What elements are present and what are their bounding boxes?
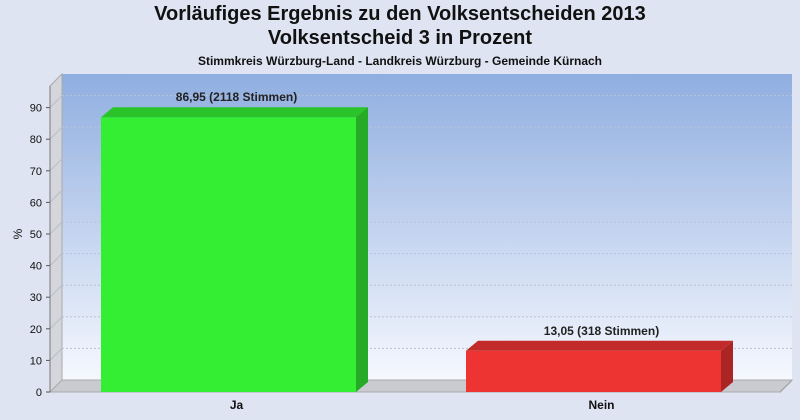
y-axis-label: % bbox=[11, 228, 25, 239]
y-tick-label: 30 bbox=[30, 292, 42, 304]
y-tick-label: 0 bbox=[36, 387, 42, 399]
y-tick-label: 70 bbox=[30, 166, 42, 178]
chart-subtitle: Stimmkreis Würzburg-Land - Landkreis Wür… bbox=[197, 54, 603, 68]
bar-side-ja bbox=[356, 107, 368, 392]
bar-top-nein bbox=[466, 340, 733, 351]
gridline-side bbox=[49, 190, 63, 203]
gridline-side bbox=[49, 316, 63, 330]
y-tick-label: 60 bbox=[30, 197, 42, 209]
data-label: 86,95 (2118 Stimmen) bbox=[176, 90, 297, 104]
bar-top-ja bbox=[101, 107, 368, 118]
y-tick-label: 90 bbox=[30, 103, 42, 115]
x-tick-label: Ja bbox=[230, 398, 244, 412]
gridline-side bbox=[49, 253, 63, 266]
y-tick-label: 50 bbox=[30, 229, 42, 241]
plot-floor-edge bbox=[780, 380, 792, 393]
chart-title: Vorläufiges Ergebnis zu den Volksentsche… bbox=[154, 3, 646, 25]
y-tick-label: 80 bbox=[30, 134, 42, 146]
gridline-side bbox=[49, 348, 63, 361]
gridline-side bbox=[49, 284, 63, 298]
bar-ja bbox=[101, 117, 356, 392]
chart-title-line2: Volksentscheid 3 in Prozent bbox=[267, 27, 533, 49]
y-tick-label: 20 bbox=[30, 324, 42, 336]
bar-side-nein bbox=[721, 340, 733, 392]
y-tick-label: 40 bbox=[30, 261, 42, 273]
gridline-side bbox=[49, 126, 63, 140]
gridline-side bbox=[49, 95, 63, 108]
gridline-side bbox=[49, 221, 63, 235]
bar-nein bbox=[466, 350, 721, 392]
gridline-side bbox=[49, 158, 63, 172]
plot-side-wall bbox=[49, 72, 63, 394]
y-tick-label: 10 bbox=[30, 355, 42, 367]
x-tick-label: Nein bbox=[588, 398, 614, 412]
data-label: 13,05 (318 Stimmen) bbox=[544, 324, 659, 338]
